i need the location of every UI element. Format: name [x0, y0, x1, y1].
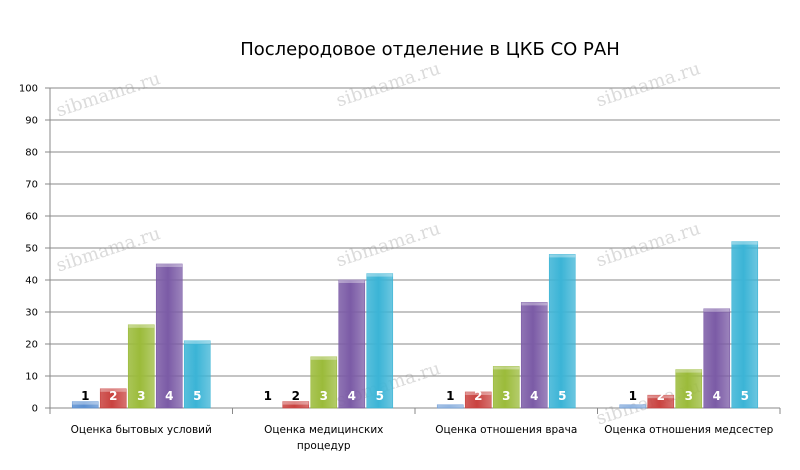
category-label: Оценка отношения медсестер: [604, 424, 773, 436]
bar-cap: [619, 404, 646, 408]
bar: [282, 401, 310, 409]
bar-cap: [338, 280, 365, 283]
category-label: Оценка медицинских: [264, 424, 383, 436]
category-label: Оценка бытовых условий: [71, 424, 212, 436]
bar-cap: [647, 395, 674, 399]
bar: [183, 340, 211, 409]
watermark-text: sibmama.ru: [54, 223, 163, 276]
bar-data-label: 2: [292, 389, 300, 403]
bar-cap: [493, 366, 520, 370]
bar: [731, 241, 759, 409]
bar-cap: [366, 273, 393, 277]
bar-cap: [100, 388, 127, 392]
bar-data-label: 4: [713, 389, 721, 403]
bar-data-label: 3: [502, 389, 510, 403]
bar-data-label: 3: [137, 389, 145, 403]
y-tick-label: 20: [25, 340, 38, 351]
y-tick-label: 70: [25, 180, 38, 191]
bar-data-label: 5: [558, 389, 566, 403]
bar-data-label: 4: [530, 389, 538, 403]
bar-data-label: 5: [193, 389, 201, 403]
bar-labels: 1 2 3 4 5 1 2 3 4 5 1 2 3 4 5 1 2 3 4 5: [81, 389, 749, 403]
axes: 0 10 20 30 40 50 60 70 80 90 100: [19, 84, 781, 415]
y-tick-label: 90: [25, 116, 38, 127]
bar: [492, 366, 520, 409]
bar-cap: [465, 392, 492, 395]
watermark-text: sibmama.ru: [594, 218, 703, 271]
bar-cap: [731, 241, 758, 245]
chart-title: Послеродовое отделение в ЦКБ СО РАН: [240, 39, 620, 60]
bar: [619, 404, 647, 409]
category-labels: Оценка бытовых условий Оценка медицинских…: [71, 424, 774, 452]
y-tick-label: 40: [25, 276, 38, 287]
y-tick-label: 60: [25, 212, 38, 223]
bar-cap: [310, 356, 337, 360]
bars: [71, 241, 759, 409]
bar-cap: [72, 401, 99, 405]
bar-data-label: 3: [685, 389, 693, 403]
y-tick-label: 50: [25, 244, 38, 255]
bar: [675, 369, 703, 409]
y-tick-label: 100: [19, 84, 38, 95]
bar-cap: [156, 264, 183, 267]
bar-cap: [437, 404, 464, 408]
bar-cap: [128, 324, 155, 328]
bar: [464, 391, 492, 409]
bar: [71, 401, 99, 409]
bar-cap: [675, 369, 702, 373]
bar: [338, 279, 366, 409]
bar-cap: [184, 340, 211, 344]
bar-cap: [521, 302, 548, 306]
bar-data-label: 1: [264, 389, 272, 403]
bar-data-label: 1: [81, 389, 89, 403]
bar: [548, 254, 576, 409]
bar-data-label: 1: [446, 389, 454, 403]
category-label: процедур: [297, 440, 351, 452]
y-tick-label: 80: [25, 148, 38, 159]
y-tick-label: 10: [25, 372, 38, 383]
bar-data-label: 2: [657, 389, 665, 403]
bar-data-label: 2: [474, 389, 482, 403]
bar: [647, 394, 675, 409]
watermark-text: sibmama.ru: [334, 58, 443, 111]
bar: [127, 324, 155, 409]
bar: [366, 273, 394, 409]
bar-cap: [549, 254, 576, 258]
y-tick-label: 30: [25, 308, 38, 319]
watermark-text: sibmama.ru: [54, 68, 163, 121]
bar-cap: [703, 308, 730, 312]
watermark-text: sibmama.ru: [594, 58, 703, 111]
bar: [310, 356, 338, 409]
bar-data-label: 3: [320, 389, 328, 403]
bar: [703, 308, 731, 409]
bar-data-label: 5: [376, 389, 384, 403]
bar-data-label: 5: [741, 389, 749, 403]
bar-cap: [282, 401, 309, 405]
watermark-text: sibmama.ru: [334, 218, 443, 271]
y-tick-label: 0: [32, 404, 38, 415]
bar: [520, 302, 548, 409]
bar: [155, 263, 183, 409]
bar: [99, 388, 127, 409]
bar-data-label: 2: [109, 389, 117, 403]
bar-data-label: 4: [348, 389, 356, 403]
bar: [436, 404, 464, 409]
category-label: Оценка отношения врача: [435, 424, 577, 436]
bar-data-label: 1: [629, 389, 637, 403]
bar-data-label: 4: [165, 389, 173, 403]
